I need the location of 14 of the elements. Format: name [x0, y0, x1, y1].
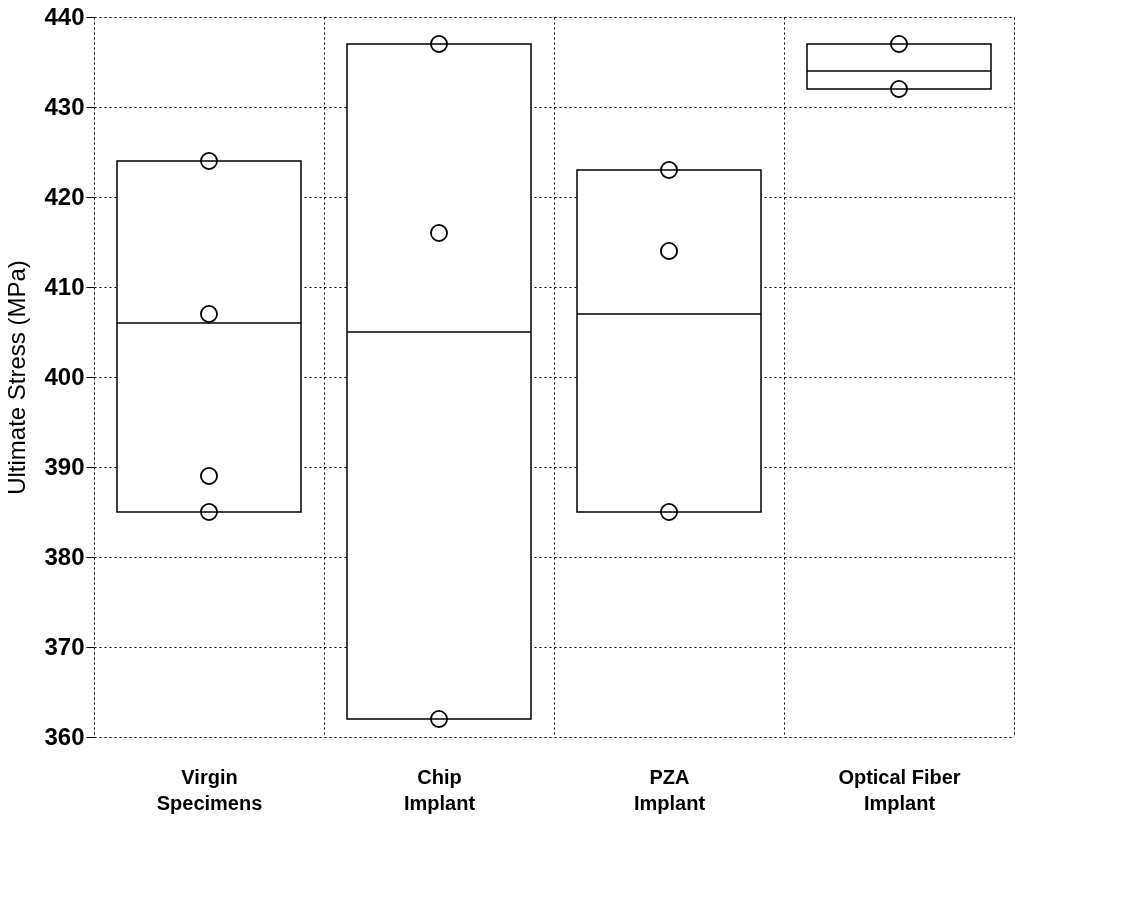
y-tick-label: 400 — [44, 362, 85, 390]
x-tick-label: Chip Implant — [403, 765, 476, 814]
y-axis-title: Ultimate Stress (MPa) — [3, 260, 31, 495]
x-tick-label: Optical Fiber Implant — [838, 765, 961, 814]
y-tick-label: 410 — [44, 272, 85, 300]
y-tick-label: 360 — [44, 722, 85, 750]
x-tick-label: PZA Implant — [633, 765, 706, 814]
y-tick-label: 440 — [44, 2, 85, 30]
y-tick-label: 430 — [44, 92, 85, 120]
y-tick-label: 380 — [44, 542, 85, 570]
y-tick-label: 390 — [44, 452, 85, 480]
y-tick-label: 370 — [44, 632, 85, 660]
y-tick-label: 420 — [44, 182, 85, 210]
x-tick-label: Virgin Specimens — [156, 765, 263, 814]
